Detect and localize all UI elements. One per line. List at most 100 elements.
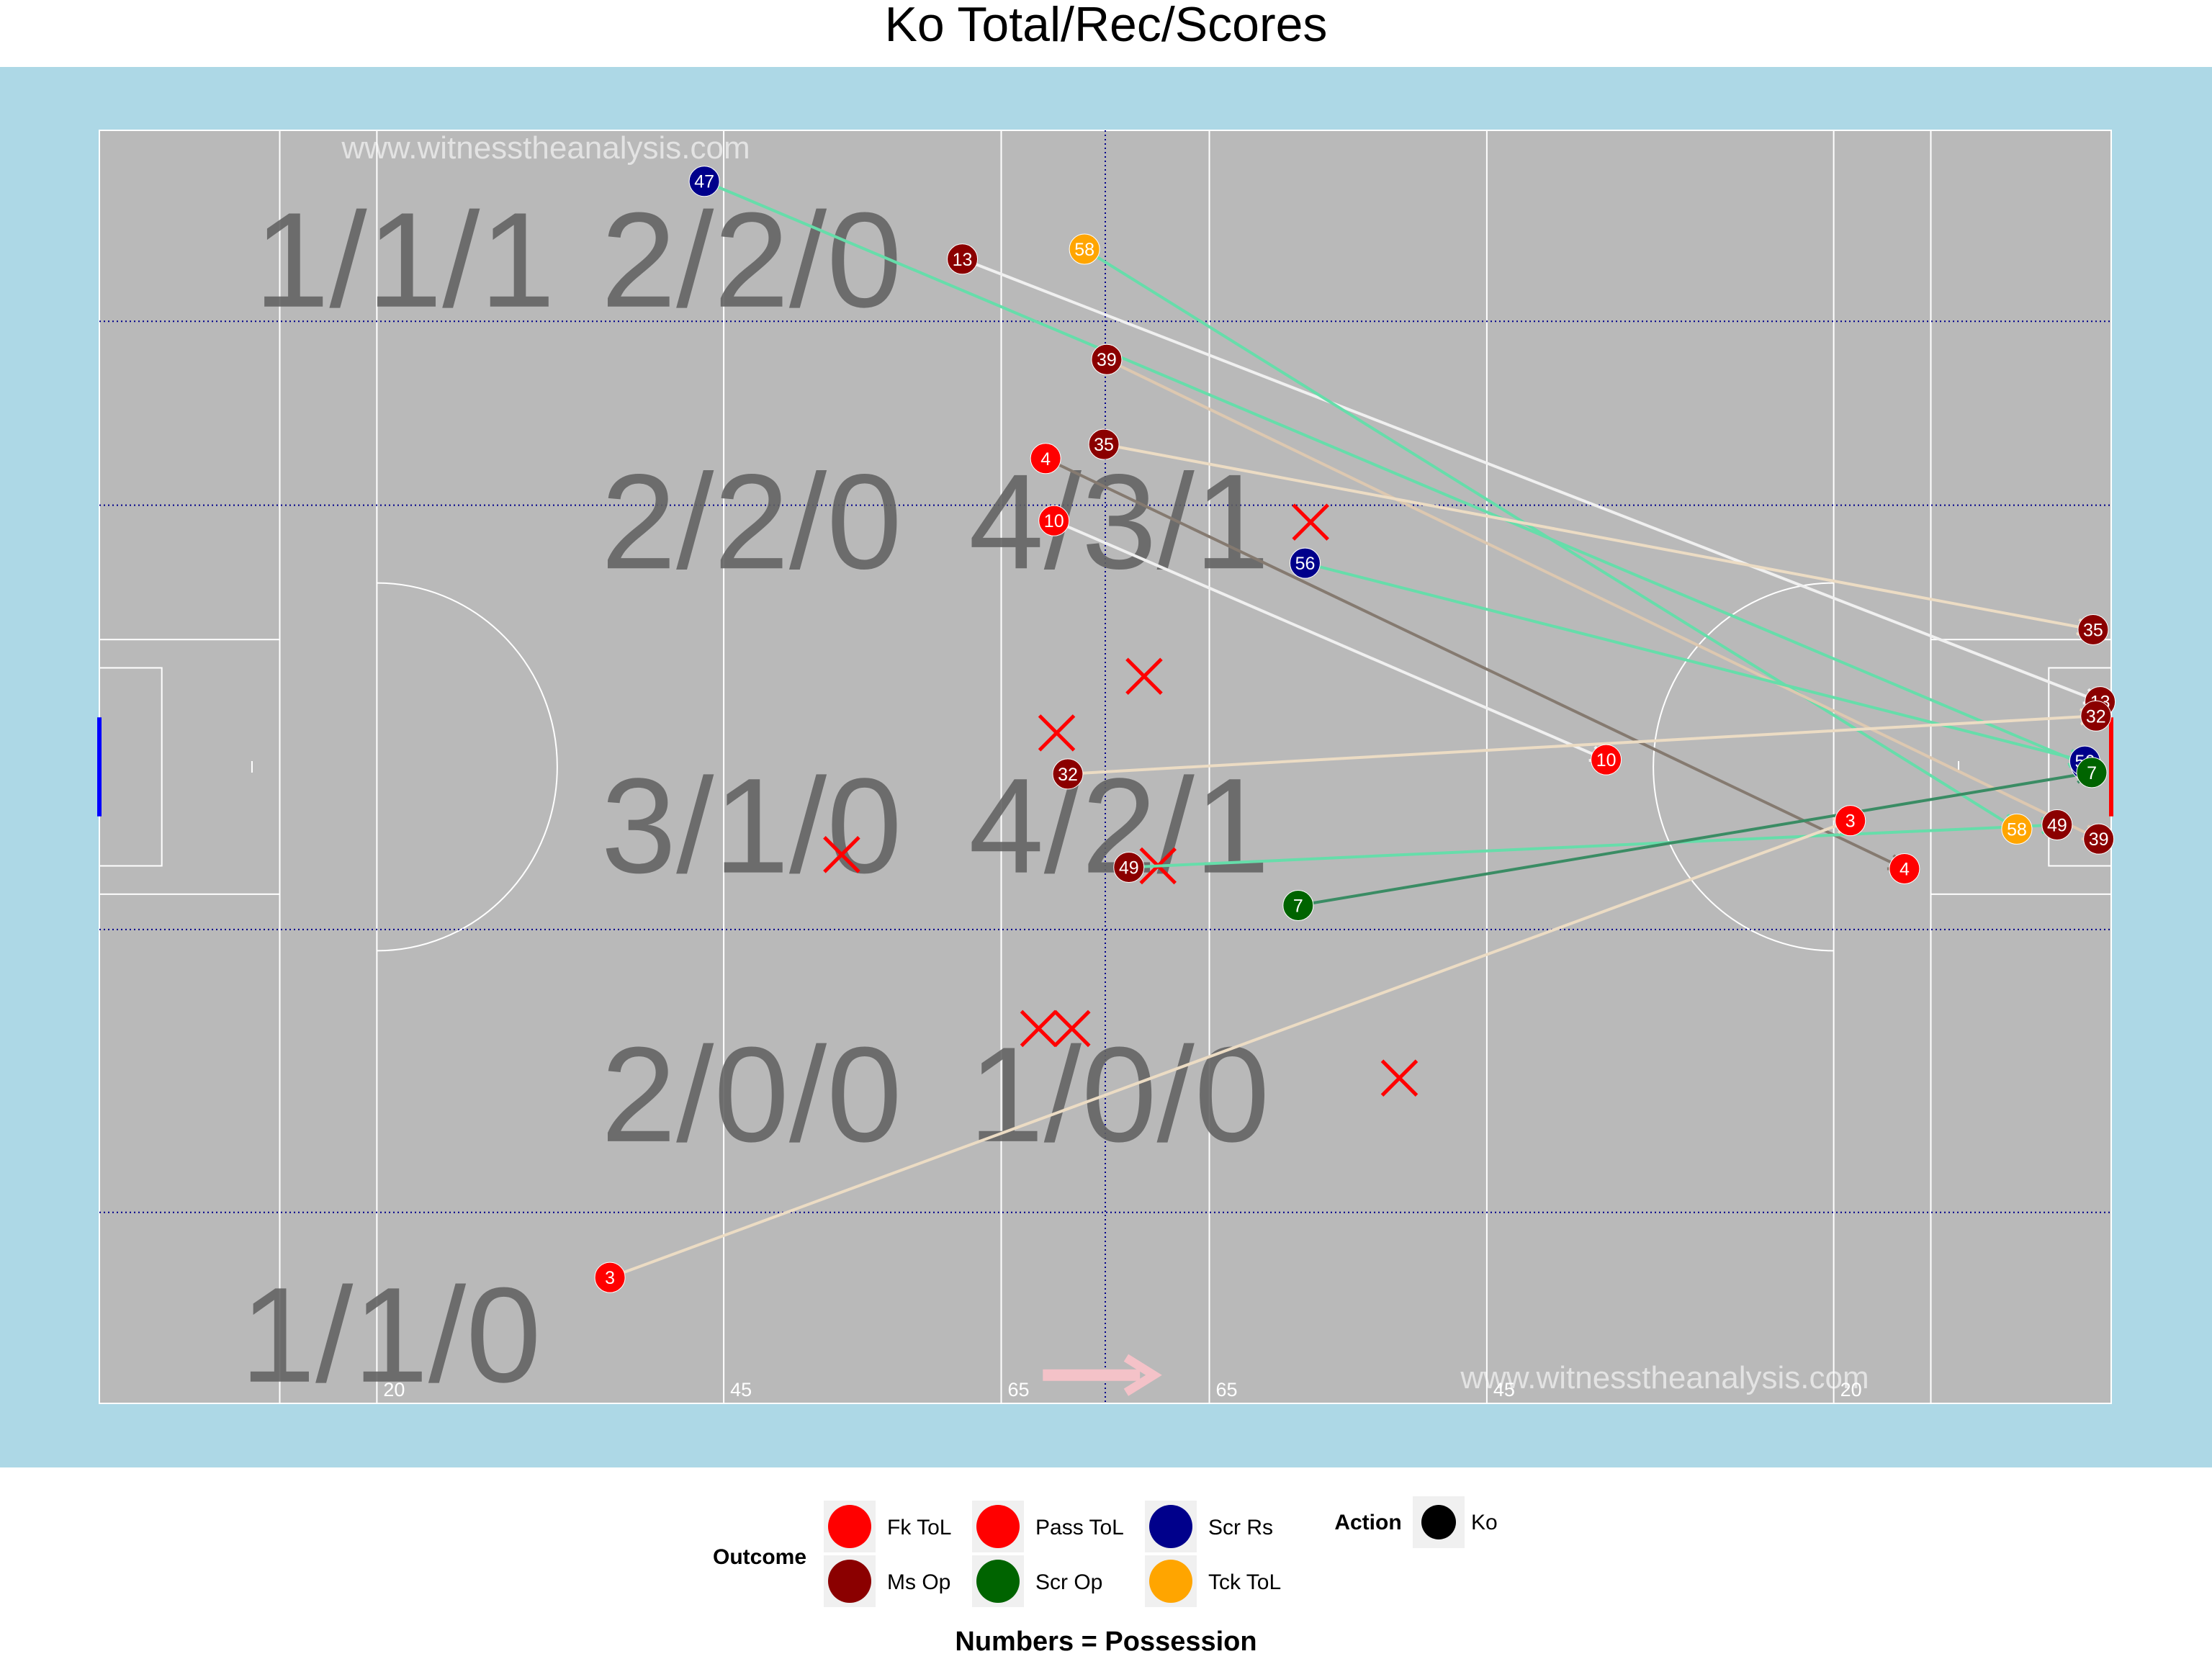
zone-label: 2/0/0 bbox=[601, 1019, 902, 1170]
marker-dot bbox=[2001, 813, 2033, 845]
pitch-line-label: 45 bbox=[730, 1379, 752, 1401]
marker-dot bbox=[947, 243, 979, 275]
legend-label: Fk ToL bbox=[887, 1516, 952, 1539]
miss-cross bbox=[1125, 657, 1163, 696]
marker-number: 56 bbox=[1295, 554, 1316, 574]
possession-marker: 7 bbox=[1282, 890, 1314, 922]
possession-marker: 47 bbox=[688, 166, 720, 197]
marker-dot bbox=[688, 166, 720, 197]
zone-label: 1/1/0 bbox=[240, 1259, 541, 1411]
marker-number: 35 bbox=[1094, 435, 1114, 455]
kickout-line bbox=[1304, 562, 2085, 763]
zone-label: 1/1/1 bbox=[254, 184, 555, 336]
marker-number: 7 bbox=[2087, 763, 2097, 783]
zone-labels: 1/1/1 2/2/02/2/0 4/3/13/1/0 4/2/12/0/0 1/0/0… bbox=[240, 184, 1270, 1411]
outcome-marker: 4 bbox=[1889, 853, 1920, 884]
outcome-marker: 58 bbox=[2001, 813, 2033, 845]
legend-label: Scr Rs bbox=[1208, 1516, 1273, 1539]
kickout-line bbox=[1084, 248, 2018, 831]
legend-key bbox=[1421, 1505, 1456, 1539]
marker-number: 49 bbox=[1119, 858, 1139, 878]
marker-number: 58 bbox=[2007, 819, 2027, 840]
zone-label: 3/1/0 bbox=[601, 750, 902, 902]
marker-number: 7 bbox=[1293, 896, 1303, 917]
legend-item: Scr Rs bbox=[1145, 1501, 1273, 1552]
marker-dot bbox=[1889, 853, 1920, 884]
kickout-line bbox=[1106, 358, 2100, 840]
marker-dot bbox=[1835, 805, 1866, 837]
possession-marker: 58 bbox=[1069, 233, 1100, 265]
marker-number: 39 bbox=[2089, 830, 2109, 850]
marker-number: 32 bbox=[2086, 706, 2106, 727]
right-arc bbox=[1653, 582, 1834, 952]
possession-marker: 3 bbox=[594, 1262, 626, 1293]
marker-dot bbox=[1088, 428, 1120, 460]
kickout-line bbox=[1128, 823, 2057, 869]
possession-marker: 32 bbox=[1052, 758, 1084, 790]
legend-item: Fk ToL bbox=[824, 1501, 952, 1552]
possession-marker: 49 bbox=[1113, 851, 1145, 883]
possession-marker: 10 bbox=[1038, 505, 1070, 536]
marker-number: 39 bbox=[1097, 350, 1117, 370]
kickout-line bbox=[609, 819, 1851, 1280]
marker-dot bbox=[1069, 233, 1100, 265]
marker-dot bbox=[1091, 343, 1123, 375]
possession-marker: 35 bbox=[1088, 428, 1120, 460]
marker-dot bbox=[2076, 757, 2108, 788]
marker-number: 4 bbox=[1899, 859, 1910, 879]
outcome-marker: 39 bbox=[2083, 823, 2115, 855]
legend-action-item: Ko bbox=[1413, 1496, 1498, 1548]
legend-label: Ms Op bbox=[887, 1570, 950, 1594]
zone-label: 2/2/0 bbox=[601, 184, 902, 336]
legend-item: Tck ToL bbox=[1145, 1555, 1281, 1607]
possession-marker: 39 bbox=[1091, 343, 1123, 375]
zone-label: 4/3/1 bbox=[968, 446, 1269, 597]
marker-number: 10 bbox=[1044, 511, 1064, 531]
legend-key bbox=[976, 1560, 1020, 1603]
direction-arrow-head bbox=[1123, 1354, 1162, 1396]
miss-cross bbox=[1380, 1059, 1419, 1097]
watermark: www.witnesstheanalysis.com bbox=[341, 130, 750, 166]
marker-dot bbox=[2077, 613, 2109, 645]
left-arc bbox=[377, 582, 558, 952]
legend-key bbox=[976, 1505, 1020, 1548]
legend-key bbox=[1149, 1505, 1192, 1548]
marker-number: 49 bbox=[2047, 816, 2067, 836]
watermark: www.witnesstheanalysis.com bbox=[1460, 1360, 1869, 1395]
pitch-line-label: 45 bbox=[1493, 1379, 1515, 1401]
zone-label: 1/0/0 bbox=[968, 1019, 1269, 1170]
kickout-lines bbox=[609, 179, 2103, 1280]
outcome-marker: 7 bbox=[2076, 757, 2108, 788]
possession-markers: 4747131358583939353544101056563232494977… bbox=[594, 166, 2116, 1293]
marker-number: 3 bbox=[1845, 811, 1856, 832]
legend-label: Pass ToL bbox=[1035, 1516, 1124, 1539]
marker-number: 47 bbox=[694, 172, 714, 192]
pitch-line-label: 20 bbox=[383, 1379, 405, 1401]
marker-number: 10 bbox=[1596, 750, 1617, 770]
miss-cross bbox=[1020, 1010, 1058, 1048]
kickout-line bbox=[1298, 770, 2092, 907]
marker-dot bbox=[2041, 809, 2073, 841]
pitch-background: 20 45 65 65 45 20 bbox=[0, 67, 2212, 1467]
legend-item: Pass ToL bbox=[972, 1501, 1124, 1552]
outcome-marker: 3 bbox=[1835, 805, 1866, 837]
outcome-marker: 10 bbox=[1591, 744, 1622, 775]
pitch-line-label: 65 bbox=[1007, 1379, 1029, 1401]
legend-key bbox=[1149, 1560, 1192, 1603]
miss-cross bbox=[1292, 503, 1329, 541]
kickout-line bbox=[703, 179, 2087, 767]
marker-number: 58 bbox=[1074, 240, 1094, 260]
outcome-marker: 35 bbox=[2077, 613, 2109, 645]
possession-marker: 4 bbox=[1030, 443, 1061, 475]
kickout-line bbox=[961, 257, 2101, 703]
legend-label: Scr Op bbox=[1035, 1570, 1102, 1594]
marker-dot bbox=[1038, 505, 1070, 536]
marker-dot bbox=[1030, 443, 1061, 475]
legend-action-title: Action bbox=[1334, 1511, 1401, 1534]
legend-label: Ko bbox=[1471, 1511, 1498, 1534]
legend-key bbox=[828, 1560, 871, 1603]
marker-dot bbox=[1113, 851, 1145, 883]
pitch-line-label: 65 bbox=[1216, 1379, 1238, 1401]
kickout-line bbox=[1045, 457, 1905, 871]
